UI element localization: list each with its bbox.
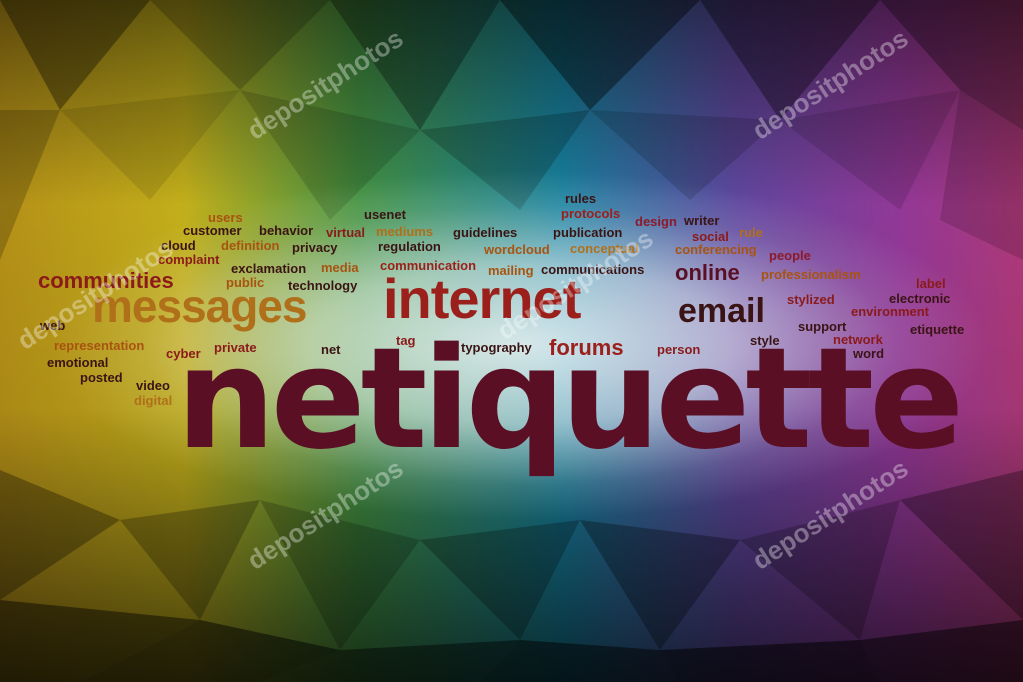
cloud-word: video	[136, 378, 170, 393]
cloud-word: professionalism	[761, 267, 861, 282]
cloud-word: complaint	[158, 252, 220, 267]
cloud-word: tag	[396, 333, 416, 348]
cloud-word: publication	[553, 225, 623, 240]
cloud-word: conceptual	[570, 241, 639, 256]
main-word: netiquette	[176, 318, 964, 481]
cloud-word: online	[675, 260, 740, 285]
cloud-word: design	[635, 214, 677, 229]
cloud-word: communities	[38, 268, 174, 293]
cloud-word: mailing	[488, 263, 534, 278]
cloud-word: email	[678, 292, 765, 330]
cloud-word: usenet	[364, 207, 406, 222]
cloud-word: style	[750, 333, 780, 348]
cloud-word: wordcloud	[484, 242, 550, 257]
cloud-word: people	[769, 248, 811, 263]
cloud-word: rules	[565, 191, 597, 206]
cloud-word: communications	[541, 262, 645, 277]
cloud-word: label	[916, 276, 946, 291]
cloud-word: media	[321, 260, 359, 275]
cloud-word: protocols	[561, 206, 621, 221]
cloud-word: internet	[383, 267, 581, 330]
cloud-word: digital	[134, 393, 173, 408]
cloud-word: etiquette	[910, 322, 965, 337]
cloud-word: public	[226, 275, 265, 290]
cloud-word: conferencing	[675, 242, 757, 257]
cloud-word: guidelines	[453, 225, 518, 240]
cloud-word: electronic	[889, 291, 951, 306]
cloud-word: stylized	[787, 292, 835, 307]
cloud-word: mediums	[376, 224, 434, 239]
cloud-word: virtual	[326, 225, 366, 240]
cloud-word: posted	[80, 370, 123, 385]
cloud-word: behavior	[259, 223, 314, 238]
cloud-word: rule	[739, 225, 763, 240]
cloud-word: technology	[288, 278, 358, 293]
cloud-word: net	[321, 342, 341, 357]
cloud-word: messages	[92, 280, 307, 332]
cloud-word: users	[208, 210, 243, 225]
cloud-word: person	[657, 342, 701, 357]
cloud-word: support	[798, 319, 847, 334]
cloud-word: social	[692, 229, 729, 244]
cloud-word: emotional	[47, 355, 109, 370]
cloud-word: definition	[221, 238, 280, 253]
cloud-word: exclamation	[231, 261, 307, 276]
cloud-word: forums	[549, 335, 624, 360]
cloud-word: web	[40, 318, 66, 333]
cloud-word: environment	[851, 304, 930, 319]
cloud-word: cyber	[166, 346, 201, 361]
cloud-word: private	[214, 340, 257, 355]
cloud-word: cloud	[161, 238, 196, 253]
cloud-word: privacy	[292, 240, 338, 255]
cloud-word: writer	[684, 213, 720, 228]
cloud-word: regulation	[378, 239, 441, 254]
cloud-word: typography	[461, 340, 532, 355]
cloud-word: word	[853, 346, 885, 361]
cloud-word: representation	[54, 338, 145, 353]
cloud-word: communication	[380, 258, 477, 273]
cloud-word: customer	[183, 223, 242, 238]
cloud-word: network	[833, 332, 883, 347]
